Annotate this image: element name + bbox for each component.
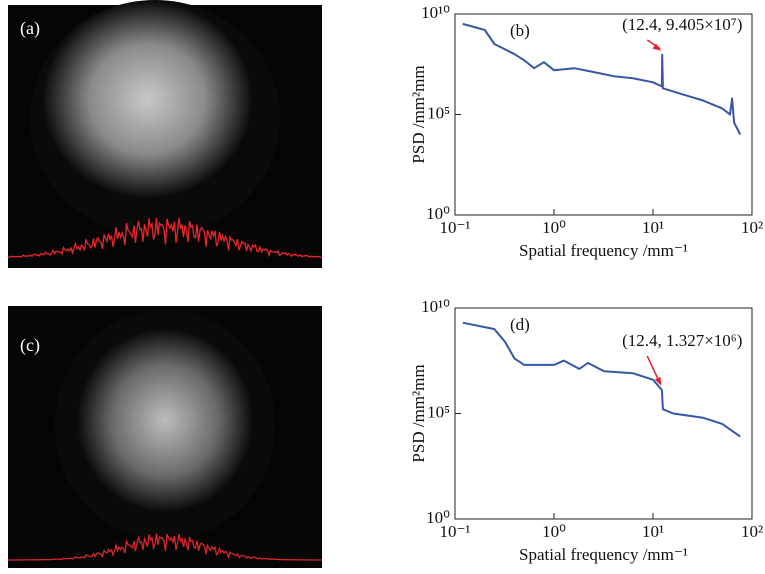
y-tick-label: 10¹⁰ — [421, 297, 450, 316]
arrow-head — [654, 376, 662, 386]
panel-label: (c) — [20, 335, 40, 356]
x-tick-label: 10⁰ — [542, 218, 566, 237]
y-axis-label: PSD /mm²mm — [409, 364, 428, 462]
panel-label: (a) — [20, 18, 40, 39]
intensity-profile — [8, 533, 322, 561]
x-tick-label: 10¹ — [642, 218, 664, 237]
beam-spot — [55, 310, 275, 540]
beam-spot — [30, 0, 280, 236]
x-tick-label: 10² — [741, 218, 763, 237]
y-tick-label: 10⁵ — [427, 402, 450, 421]
y-tick-label: 10¹⁰ — [421, 3, 450, 22]
x-tick-label: 10⁰ — [542, 522, 566, 541]
intensity-profile — [7, 217, 322, 259]
y-tick-label: 10⁰ — [426, 204, 450, 223]
y-tick-label: 10⁰ — [426, 508, 450, 527]
x-tick-label: 10¹ — [642, 522, 664, 541]
y-tick-label: 10⁵ — [427, 103, 450, 122]
x-axis-label: Spatial frequency /mm⁻¹ — [519, 545, 688, 564]
y-axis-label: PSD /mm²mm — [409, 65, 428, 163]
image-a: (a) — [7, 0, 322, 268]
panel-label: (b) — [510, 21, 530, 40]
arrow-head — [652, 43, 662, 51]
plot-frame — [454, 13, 753, 216]
annotation-text: (12.4, 9.405×10⁷) — [622, 15, 742, 34]
panel-label: (d) — [510, 315, 530, 334]
psd-line — [462, 321, 741, 438]
annotation-text: (12.4, 1.327×10⁶) — [622, 331, 742, 350]
x-tick-label: 10² — [741, 522, 763, 541]
x-tick-label: 10⁻¹ — [439, 522, 470, 541]
x-axis-label: Spatial frequency /mm⁻¹ — [519, 241, 688, 260]
image-c: (c) — [8, 306, 322, 568]
psd-line — [462, 22, 742, 136]
x-tick-label: 10⁻¹ — [439, 218, 470, 237]
